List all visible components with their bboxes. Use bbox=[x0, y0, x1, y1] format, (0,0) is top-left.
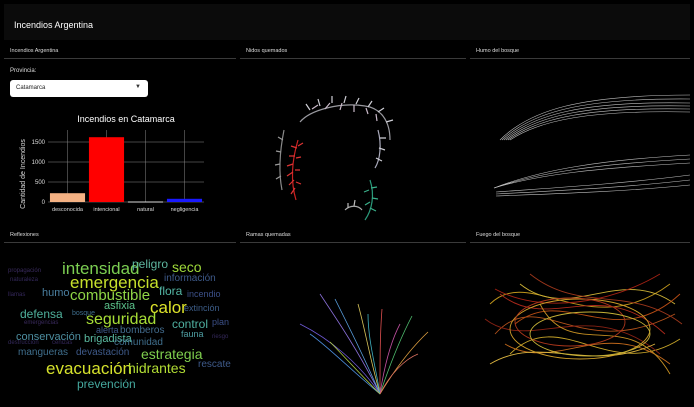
word-cloud-word: seguridad bbox=[86, 311, 157, 328]
word-cloud-word: prevención bbox=[77, 377, 136, 391]
word-cloud-word: seco bbox=[172, 259, 202, 275]
word-cloud-word: peligro bbox=[132, 257, 169, 271]
word-cloud: intensidad peligro seco emergencia informaci… bbox=[4, 244, 236, 403]
word-cloud-word: propagación bbox=[8, 268, 42, 274]
bar-negligencia bbox=[166, 198, 203, 202]
ramas-artwork bbox=[299, 293, 429, 395]
province-label: Provincia: bbox=[10, 68, 37, 74]
panel-incendios: Incendios Argentina Provincia: Catamarca… bbox=[4, 44, 236, 226]
panel-nidos-quemados: Nidos quemados bbox=[240, 44, 466, 226]
word-cloud-word: defensa bbox=[20, 307, 63, 321]
bar-intencional bbox=[88, 137, 125, 202]
panel-title: Incendios Argentina bbox=[10, 48, 59, 54]
app-title: Incendios Argentina bbox=[14, 20, 94, 30]
panel-header: Reflexiones bbox=[4, 228, 236, 243]
bar-chart: Incendios en Catamarca 0 500 1000 1500 Cantid… bbox=[20, 114, 204, 213]
word-cloud-word: intensidad bbox=[62, 259, 140, 278]
word-cloud-word: rescate bbox=[198, 359, 231, 370]
word-cloud-word: mangueras bbox=[18, 347, 69, 358]
y-tick-label: 500 bbox=[35, 180, 46, 186]
bar-desconocida bbox=[49, 193, 86, 202]
word-cloud-word: brigadista bbox=[84, 333, 132, 345]
word-cloud-word: extinción bbox=[184, 303, 220, 313]
x-tick-label: desconocida bbox=[52, 207, 84, 213]
x-tick-label: intencional bbox=[93, 207, 119, 213]
word-cloud-word: evacuación bbox=[46, 359, 133, 378]
word-cloud-word: cenizas bbox=[52, 340, 73, 346]
panel-fuego-del-bosque: Fuego del bosque bbox=[470, 228, 690, 403]
panel-title: Fuego del bosque bbox=[476, 232, 521, 238]
word-cloud-word: bomberos bbox=[120, 325, 165, 336]
word-cloud-word: comunidad bbox=[114, 337, 163, 348]
word-cloud-word: flora bbox=[159, 284, 183, 298]
word-cloud-word: calor bbox=[150, 298, 187, 317]
panel-title: Reflexiones bbox=[10, 232, 39, 238]
word-cloud-word: emergencias bbox=[24, 320, 59, 326]
chart-title: Incendios en Catamarca bbox=[77, 114, 175, 124]
fuego-artwork bbox=[484, 273, 683, 375]
word-cloud-word: control bbox=[172, 317, 209, 331]
x-tick-label: natural bbox=[137, 207, 154, 213]
y-tick-label: 0 bbox=[42, 200, 46, 206]
y-tick-label: 1000 bbox=[32, 160, 46, 166]
panel-header: Nidos quemados bbox=[240, 44, 466, 59]
panel-title: Humo del bosque bbox=[476, 48, 520, 54]
panel-humo-del-bosque: Humo del bosque bbox=[470, 44, 690, 226]
word-cloud-word: naturaleza bbox=[10, 277, 39, 283]
word-cloud-word: información bbox=[164, 273, 216, 284]
word-cloud-word: emergencia bbox=[70, 273, 159, 292]
chevron-down-icon[interactable]: ▼ bbox=[135, 84, 141, 90]
word-cloud-word: incendio bbox=[187, 289, 221, 299]
panel-title: Nidos quemados bbox=[246, 48, 288, 54]
word-cloud-word: conservación bbox=[16, 331, 81, 343]
word-cloud-word: alerta bbox=[96, 325, 119, 335]
y-axis-label: Cantidad de Incendios bbox=[20, 139, 27, 209]
word-cloud-word: bosque bbox=[72, 310, 95, 317]
word-cloud-word: destrucción bbox=[8, 340, 39, 346]
panel-header: Incendios Argentina bbox=[4, 44, 236, 59]
humo-artwork bbox=[493, 94, 690, 197]
nidos-artwork bbox=[274, 95, 394, 221]
panel-header: Humo del bosque bbox=[470, 44, 690, 59]
bar-natural bbox=[127, 201, 164, 203]
panel-ramas-quemadas: Ramas quemadas bbox=[240, 228, 466, 403]
word-cloud-word: estrategia bbox=[141, 346, 203, 362]
word-cloud-word: riesgo bbox=[212, 334, 229, 340]
province-selected-value: Catamarca bbox=[16, 85, 46, 91]
y-tick-label: 1500 bbox=[32, 140, 46, 146]
panel-reflexiones: Reflexiones intensidad peligro seco emergen… bbox=[4, 228, 236, 403]
word-cloud-word: hidrantes bbox=[128, 360, 186, 376]
word-cloud-word: humo bbox=[42, 287, 70, 299]
word-cloud-word: asfixia bbox=[104, 300, 136, 312]
word-cloud-word: fauna bbox=[181, 329, 204, 339]
app-header: Incendios Argentina bbox=[4, 4, 690, 40]
word-cloud-word: llamas bbox=[8, 292, 26, 298]
word-cloud-word: plan bbox=[212, 317, 230, 327]
word-cloud-word: combustible bbox=[70, 287, 151, 304]
x-tick-label: negligencia bbox=[171, 207, 200, 213]
panel-header: Fuego del bosque bbox=[470, 228, 690, 243]
panel-title: Ramas quemadas bbox=[246, 232, 291, 238]
province-select[interactable]: Catamarca ▼ bbox=[10, 80, 148, 97]
word-cloud-word: devastación bbox=[76, 347, 130, 358]
panel-header: Ramas quemadas bbox=[240, 228, 466, 243]
